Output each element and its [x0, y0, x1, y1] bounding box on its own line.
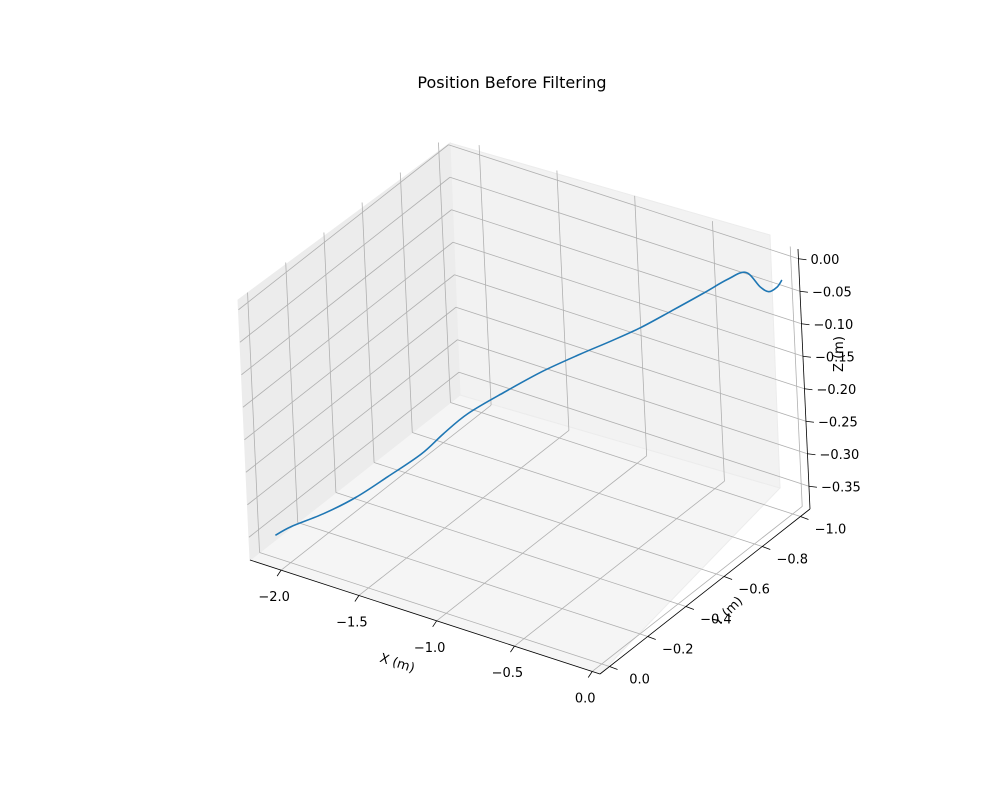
z-grid-left-5	[245, 306, 457, 473]
z-tick-label-5: −0.25	[818, 415, 858, 430]
z-tick-label-0: 0.00	[810, 253, 839, 268]
z-grid-left-7	[248, 371, 460, 538]
y-tick-label-0: −1.0	[815, 523, 847, 538]
y-tick-label-1: −0.8	[776, 553, 808, 568]
chart-title: Position Before Filtering	[417, 73, 606, 92]
z-tick-0	[798, 258, 807, 261]
y-tick-4	[647, 636, 656, 640]
z-tick-label-3: −0.15	[815, 350, 855, 365]
y-grid-left-0	[438, 142, 451, 403]
z-tick-5	[805, 420, 814, 423]
x-tick-label-1: −1.5	[336, 615, 368, 630]
x-tick-4	[587, 671, 593, 678]
x-tick-label-2: −1.0	[414, 641, 446, 656]
z-axis-line	[797, 248, 811, 510]
z-tick-4	[804, 388, 813, 391]
z-grid-back-7	[458, 371, 810, 487]
z-tick-2	[801, 323, 810, 326]
x-axis-line	[249, 559, 601, 675]
axis-lines	[249, 248, 811, 675]
x-tick-1	[354, 595, 360, 602]
y-grid-left-5	[247, 292, 260, 553]
y-grid-left-3	[323, 232, 337, 493]
x-tick-label-3: −0.5	[492, 666, 524, 681]
y-tick-label-5: 0.0	[629, 673, 650, 688]
z-tick-label-2: −0.10	[813, 318, 853, 333]
x-tick-0	[276, 569, 282, 577]
x-grid-floor-3	[514, 480, 725, 647]
z-grid-left-3	[242, 241, 454, 408]
z-tick-label-6: −0.30	[819, 448, 859, 463]
z-axis-label: Z (m)	[832, 336, 847, 372]
trajectory-series	[274, 271, 783, 536]
x-tick-3	[510, 645, 515, 653]
z-tick-3	[802, 355, 811, 358]
y-tick-label-3: −0.4	[700, 613, 732, 628]
grid-lines	[238, 142, 810, 672]
z-tick-label-1: −0.05	[812, 285, 852, 300]
y-tick-2	[723, 576, 733, 580]
x-grid-back-3	[712, 221, 725, 482]
z-tick-6	[807, 453, 816, 456]
x-tick-label-0: −2.0	[258, 590, 290, 605]
y-grid-floor-2	[373, 462, 725, 577]
z-grid-back-3	[452, 241, 804, 357]
y-tick-0	[800, 516, 809, 520]
z-grid-left-0	[238, 144, 449, 311]
y-grid-left-1	[399, 172, 413, 433]
x-tick-2	[432, 620, 437, 628]
x-axis-label: X (m)	[378, 651, 417, 676]
x-tick-label-4: 0.0	[575, 691, 596, 706]
y-grid-left-4	[285, 262, 299, 523]
x-grid-floor-0	[280, 404, 492, 571]
x-grid-back-1	[556, 170, 570, 431]
z-grid-left-1	[239, 176, 451, 343]
z-tick-label-7: −0.35	[821, 480, 861, 495]
y-tick-label-4: −0.2	[662, 643, 694, 658]
x-grid-back-4	[789, 246, 803, 507]
x-grid-floor-2	[436, 455, 647, 622]
z-tick-label-4: −0.20	[816, 383, 856, 398]
x-grid-floor-1	[358, 430, 570, 596]
z-grid-left-6	[247, 339, 458, 506]
y-axis-line	[599, 508, 811, 675]
trajectory-line	[274, 271, 783, 536]
y-tick-label-2: −0.6	[738, 583, 770, 598]
y-grid-left-2	[361, 202, 375, 463]
y-tick-5	[609, 666, 618, 670]
z-grid-back-6	[457, 339, 808, 455]
z-tick-7	[808, 485, 817, 488]
x-grid-back-2	[634, 195, 648, 456]
y-grid-floor-1	[412, 432, 763, 547]
y-grid-floor-4	[297, 522, 648, 637]
z-grid-back-0	[448, 144, 799, 260]
z-grid-back-4	[454, 274, 805, 390]
back-pane	[449, 142, 781, 489]
x-grid-floor-4	[591, 506, 803, 672]
z-grid-left-2	[241, 209, 452, 376]
z-grid-left-4	[244, 274, 455, 441]
y-tick-1	[762, 546, 771, 550]
axes-panes	[237, 142, 781, 675]
z-grid-back-5	[455, 306, 807, 422]
z-tick-1	[799, 290, 808, 293]
y-grid-floor-0	[450, 402, 801, 517]
y-tick-3	[685, 606, 695, 610]
y-grid-floor-3	[335, 492, 687, 607]
y-grid-floor-5	[259, 552, 610, 667]
x-grid-back-0	[478, 145, 492, 406]
axis-ticks: −2.0−1.5−1.0−0.50.0−1.0−0.8−0.6−0.4−0.20…	[258, 253, 860, 707]
z-grid-back-2	[451, 209, 802, 325]
